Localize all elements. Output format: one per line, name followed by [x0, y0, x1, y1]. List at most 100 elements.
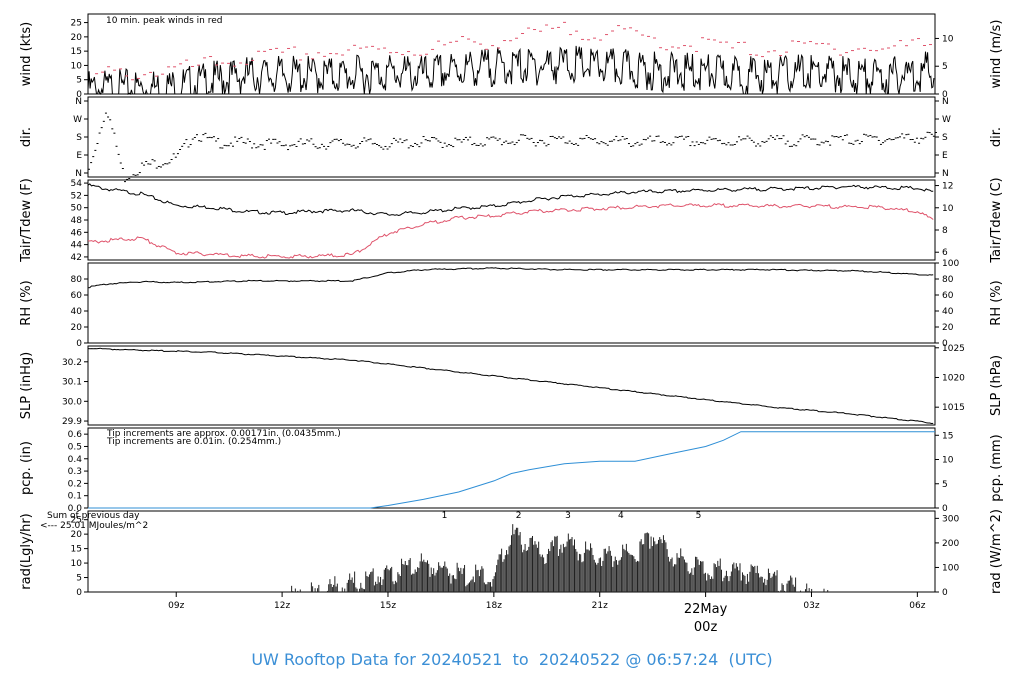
rad-note-2: <--- 25.01 MJoules/m^2	[40, 521, 148, 531]
ytick-left-label: 60	[71, 291, 83, 301]
wind-annotation: 10 min. peak winds in red	[106, 16, 223, 26]
rad-marker: 4	[618, 511, 624, 521]
ylabel-left-5: pcp. (in)	[19, 441, 34, 495]
ytick-right-label: 12	[942, 182, 953, 192]
ylabel-left-0: wind (kts)	[19, 22, 34, 86]
ytick-left-label: 48	[71, 216, 83, 226]
rad-marker: 3	[565, 511, 571, 521]
ytick-left-label: 0.0	[68, 504, 83, 514]
panel-frame-2	[87, 179, 936, 261]
ytick-right-label: 200	[942, 539, 959, 549]
ytick-left-label: 0	[76, 339, 82, 349]
xtick-label: 12z	[274, 601, 290, 611]
ytick-right-label: 300	[942, 514, 959, 524]
ytick-right-label: 0	[942, 504, 948, 514]
ytick-left-label: 20	[71, 33, 83, 43]
ytick-right-label: 10	[942, 456, 954, 466]
ytick-left-label: 5	[76, 574, 82, 584]
precip-line	[88, 431, 935, 509]
panel-frame-3	[87, 262, 936, 344]
xtick-label: 18z	[486, 601, 502, 611]
xtick-label: 21z	[592, 601, 608, 611]
ytick-left-label: 46	[71, 228, 83, 238]
ylabel-left-4: SLP (inHg)	[19, 352, 34, 420]
ylabel-right-3: RH (%)	[989, 280, 1004, 325]
ytick-left-label: 15	[71, 47, 82, 57]
ytick-right-label: 10	[942, 34, 954, 44]
ytick-left-label: 44	[71, 241, 83, 251]
ytick-left-label: 52	[71, 191, 82, 201]
ytick-left-label: 25	[71, 19, 82, 29]
ytick-right-label: 40	[942, 307, 954, 317]
ytick-right-label: N	[942, 97, 949, 107]
ytick-left-label: 25	[71, 516, 82, 526]
ytick-right-label: 60	[942, 291, 954, 301]
date-label: 22May	[684, 602, 728, 617]
ytick-right-label: 1020	[942, 373, 965, 383]
ytick-right-label: 8	[942, 226, 948, 236]
ytick-right-label: 1025	[942, 344, 965, 354]
ytick-right-label: 20	[942, 323, 954, 333]
xtick-label: 03z	[803, 601, 819, 611]
ytick-left-label: 15	[71, 545, 82, 555]
ytick-right-label: 10	[942, 204, 954, 214]
ytick-left-label: 0.6	[68, 430, 83, 440]
ytick-left-label: 42	[71, 253, 82, 263]
precip-note-1: Tip increments are approx. 0.00171in. (0…	[106, 429, 341, 439]
ytick-left-label: 0.1	[68, 492, 82, 502]
ylabel-left-3: RH (%)	[19, 280, 34, 325]
ytick-left-label: 54	[71, 179, 83, 189]
ytick-right-label: 5	[942, 480, 948, 490]
ytick-left-label: 30.1	[62, 378, 82, 388]
ytick-left-label: N	[75, 97, 82, 107]
ytick-right-label: W	[942, 115, 951, 125]
ytick-left-label: 0.4	[68, 455, 83, 465]
footer-tz: (UTC)	[728, 650, 773, 669]
ytick-left-label: 40	[71, 307, 83, 317]
ylabel-left-1: dir.	[19, 127, 34, 147]
ytick-left-label: E	[76, 151, 82, 161]
ytick-left-label: 30.0	[62, 397, 82, 407]
ytick-right-label: N	[942, 169, 949, 179]
footer-from: 20240521	[420, 650, 503, 669]
xtick-label: 09z	[168, 601, 184, 611]
slp-line	[87, 347, 934, 425]
ytick-left-label: 0.2	[68, 479, 82, 489]
footer-at: @ 06:57:24	[625, 650, 719, 669]
panel-frame-4	[87, 345, 936, 426]
ytick-right-label: S	[942, 133, 948, 143]
ytick-right-label: 0	[942, 339, 948, 349]
ylabel-left-2: Tair/Tdew (F)	[19, 178, 34, 263]
rad-marker: 1	[442, 511, 448, 521]
ytick-left-label: 20	[71, 323, 83, 333]
wind-speed-line	[87, 45, 935, 95]
xtick-label: 15z	[380, 601, 396, 611]
panel-frame-0	[87, 13, 936, 95]
ytick-left-label: W	[73, 115, 82, 125]
ytick-right-label: 1015	[942, 403, 965, 413]
ytick-left-label: 30.2	[62, 358, 82, 368]
temp-line-tair	[87, 183, 934, 217]
ytick-right-label: 100	[942, 259, 959, 269]
footer-prefix: UW Rooftop Data for	[251, 650, 416, 669]
ytick-right-label: 100	[942, 563, 959, 573]
ylabel-right-5: pcp. (mm)	[989, 434, 1004, 501]
ylabel-right-2: Tair/Tdew (C)	[989, 177, 1004, 263]
ytick-right-label: 0	[942, 588, 948, 598]
rad-note-1: Sum of previous day	[47, 511, 140, 521]
ytick-right-label: 15	[942, 431, 953, 441]
ylabel-right-1: dir.	[989, 127, 1004, 147]
rh-line	[87, 267, 934, 289]
ytick-left-label: 0	[76, 90, 82, 100]
ytick-right-label: 6	[942, 248, 948, 258]
ytick-left-label: 0	[76, 588, 82, 598]
temp-line-tdew	[87, 203, 934, 259]
rad-marker: 5	[696, 511, 702, 521]
ytick-left-label: 0.3	[68, 467, 82, 477]
ytick-right-label: 80	[942, 275, 954, 285]
ylabel-right-4: SLP (hPa)	[989, 355, 1004, 416]
ytick-right-label: E	[942, 151, 948, 161]
rad-marker: 2	[516, 511, 522, 521]
footer-to-word: to	[512, 650, 529, 669]
ytick-left-label: 80	[71, 275, 83, 285]
